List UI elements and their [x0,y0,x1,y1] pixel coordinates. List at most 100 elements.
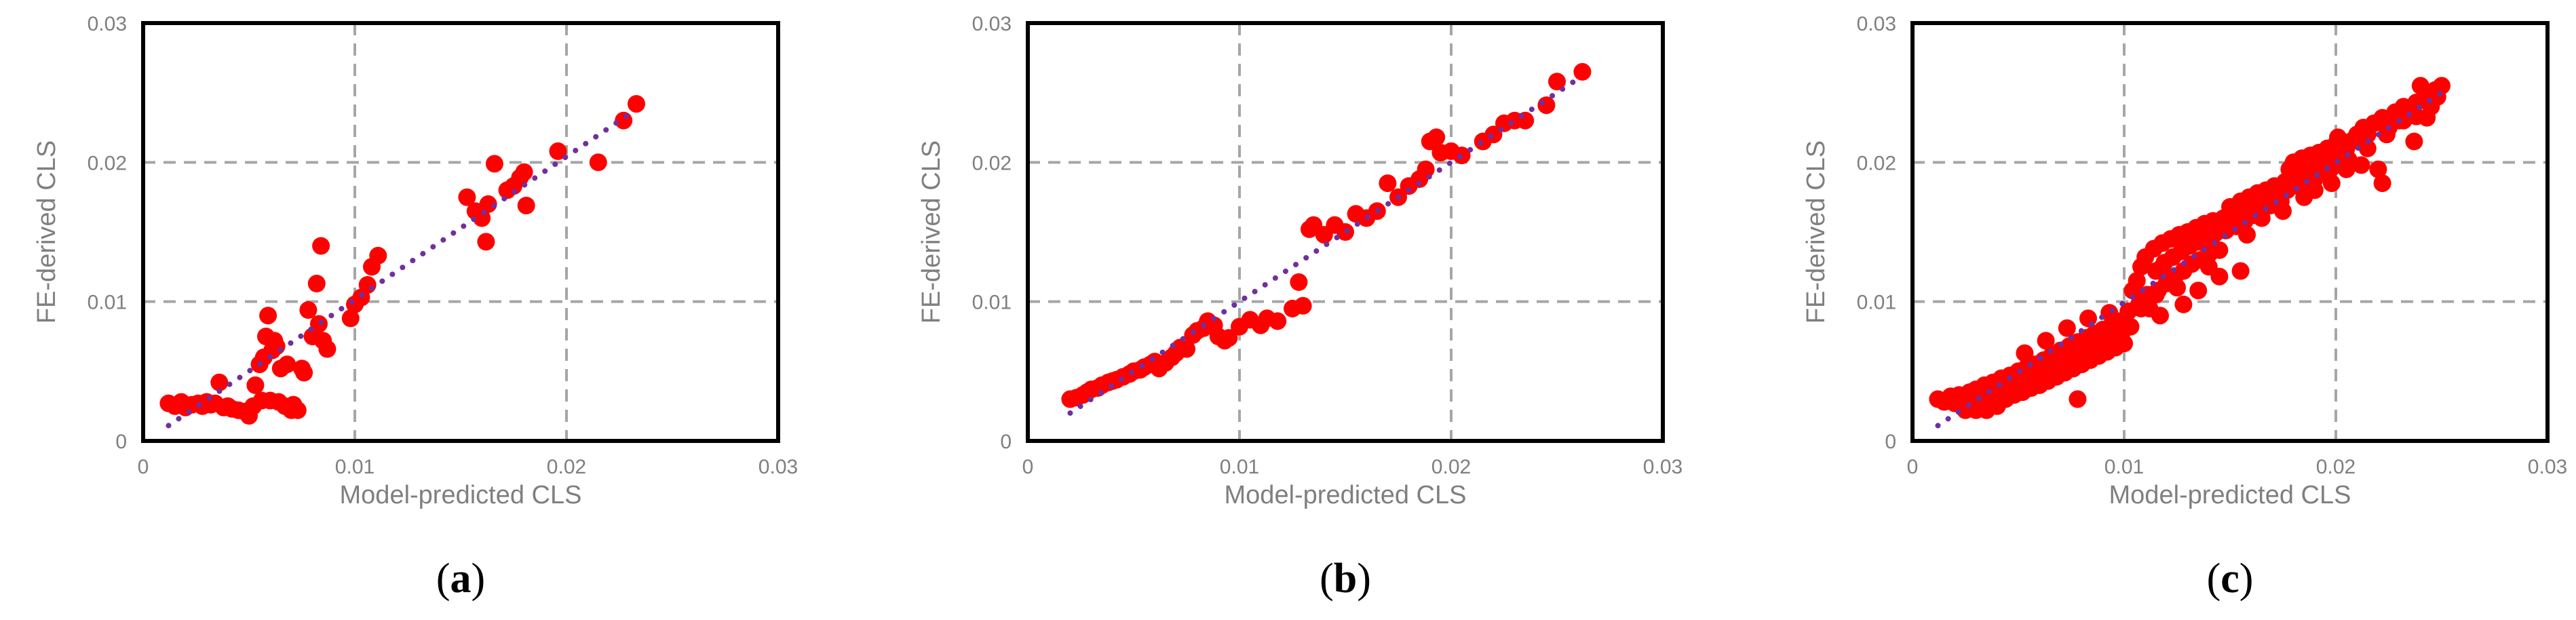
data-point [341,309,360,328]
data-point [615,111,633,130]
data-point [2418,109,2436,127]
data-point [2238,226,2256,244]
data-point [2083,328,2102,345]
plot-frame [1910,21,2550,443]
x-tick-label: 0.03 [1643,456,1683,478]
data-point [485,155,503,173]
data-point [2132,299,2150,317]
data-point [515,163,533,181]
panel-label: (b) [1320,556,1371,602]
data-point [2121,317,2140,336]
data-point [2252,209,2271,227]
data-point [2010,383,2027,402]
data-point [1537,96,1556,115]
x-axis-label: Model-predicted CLS [340,481,582,509]
x-tick-label: 0.01 [1220,456,1259,478]
data-point [2231,262,2250,280]
trend-line [1935,90,2444,429]
data-point [2151,307,2169,325]
data-point [1516,111,1535,130]
x-axis-label: Model-predicted CLS [1225,481,1467,509]
x-tick-label: 0.02 [2316,456,2356,478]
data-point [2016,344,2034,362]
data-point [1484,125,1503,144]
data-point [2079,309,2097,328]
data-point [1427,128,1446,147]
x-tick-label: 0 [138,456,149,478]
x-tick-label: 0 [1022,456,1034,478]
panel-label: (c) [2207,556,2254,602]
data-point [2210,267,2229,286]
y-tick-label: 0.02 [972,152,1012,174]
data-point [2373,174,2391,193]
data-point [2352,156,2370,174]
y-tick-label: 0.03 [972,13,1012,35]
y-axis-label: FE-derived CLS [1802,140,1830,324]
panel-letter: c [2221,556,2239,602]
data-points [1061,62,1592,408]
data-point [2210,241,2229,259]
data-point [2037,332,2055,350]
data-point [307,275,326,292]
data-point [2058,319,2076,337]
data-point [2115,334,2133,353]
y-tick-label: 0 [115,431,127,453]
y-axis-label: FE-derived CLS [917,140,946,324]
data-point [2405,132,2423,151]
data-point [267,337,286,355]
data-point [369,246,387,265]
x-axis-label: Model-predicted CLS [2109,481,2351,509]
data-point [1548,73,1566,91]
data-point [210,373,229,391]
scatter-panel-b: 0 0.01 0.02 0.03 0 0.01 0.02 0.03 FE-derived CL… [917,13,1683,602]
data-point [628,95,645,113]
data-point [259,307,277,325]
panel-letter: b [1334,556,1357,602]
data-point [2147,286,2165,304]
data-points [1929,77,2450,419]
data-point [299,301,318,319]
data-point [2174,295,2193,313]
y-tick-label: 0.03 [1857,13,1896,35]
data-point [2274,202,2292,220]
y-tick-label: 0 [1885,431,1896,453]
x-tick-label: 0.03 [758,456,798,478]
data-point [2153,258,2172,276]
data-point [1294,296,1312,315]
data-point [318,340,337,358]
data-point [312,237,330,255]
data-point [1417,160,1435,178]
x-tick-label: 0.02 [1431,456,1471,478]
data-point [2031,369,2049,387]
data-point [589,153,607,172]
scatter-panel-c: 0 0.01 0.02 0.03 0 0.01 0.02 0.03 FE-derived CL… [1802,13,2567,602]
y-axis-label: FE-derived CLS [33,140,61,324]
panel-letter: a [450,556,472,602]
y-tick-label: 0.01 [972,292,1012,314]
data-point [288,401,307,419]
x-tick-label: 0.01 [335,456,374,478]
data-point [1178,340,1195,358]
data-point [2369,160,2387,178]
data-point [479,195,497,213]
x-tick-label: 0.02 [547,456,586,478]
plot-frame [141,21,780,443]
y-tick-label: 0 [1000,431,1012,453]
data-point [1379,174,1397,193]
data-point [2189,282,2208,300]
data-point [278,355,296,374]
data-point [2305,181,2324,199]
x-tick-label: 0 [1907,456,1919,478]
data-point [358,276,377,294]
data-point [2069,390,2087,408]
data-point [458,188,476,206]
data-point [1220,329,1238,347]
y-tick-label: 0.01 [88,292,127,314]
data-point [1290,273,1308,291]
data-point [2128,271,2146,290]
data-point [517,197,535,214]
plot-frame [1026,21,1665,443]
data-point [477,233,495,251]
y-tick-label: 0.03 [88,13,127,35]
